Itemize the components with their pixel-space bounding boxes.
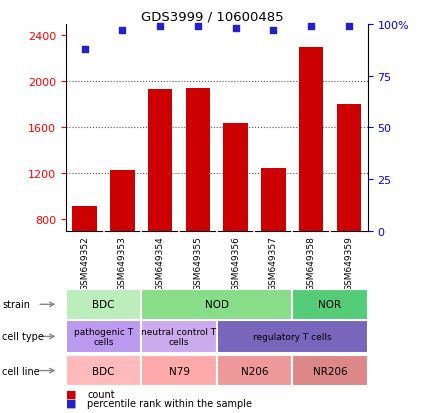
- Bar: [141, 289, 292, 320]
- Text: GSM649352: GSM649352: [80, 236, 89, 290]
- Text: N206: N206: [241, 366, 268, 376]
- Text: GSM649357: GSM649357: [269, 236, 278, 291]
- Text: BDC: BDC: [92, 366, 115, 376]
- Text: cell type: cell type: [2, 332, 44, 342]
- Text: regulatory T cells: regulatory T cells: [253, 332, 332, 341]
- Bar: [299, 48, 323, 231]
- Text: GSM649358: GSM649358: [306, 236, 315, 291]
- Text: cell line: cell line: [2, 366, 40, 376]
- Bar: [292, 355, 368, 386]
- Bar: [224, 123, 248, 231]
- Bar: [337, 105, 361, 231]
- Text: GSM649355: GSM649355: [193, 236, 202, 291]
- Bar: [217, 320, 368, 353]
- Point: [270, 28, 277, 34]
- Point: [232, 26, 239, 32]
- Bar: [66, 320, 141, 353]
- Bar: [186, 89, 210, 231]
- Point: [81, 46, 88, 53]
- Bar: [148, 90, 173, 231]
- Bar: [66, 355, 141, 386]
- Bar: [141, 320, 217, 353]
- Bar: [261, 168, 286, 231]
- Text: NOR: NOR: [318, 299, 341, 310]
- Point: [157, 24, 164, 30]
- Text: GDS3999 / 10600485: GDS3999 / 10600485: [141, 10, 284, 23]
- Text: N79: N79: [169, 366, 190, 376]
- Text: ■: ■: [66, 398, 76, 408]
- Text: pathogenic T
cells: pathogenic T cells: [74, 327, 133, 346]
- Bar: [66, 289, 141, 320]
- Bar: [141, 355, 217, 386]
- Text: percentile rank within the sample: percentile rank within the sample: [87, 398, 252, 408]
- Text: GSM649356: GSM649356: [231, 236, 240, 291]
- Bar: [292, 289, 368, 320]
- Bar: [73, 206, 97, 231]
- Bar: [217, 355, 292, 386]
- Text: GSM649359: GSM649359: [344, 236, 353, 291]
- Text: strain: strain: [2, 299, 30, 310]
- Point: [346, 24, 352, 30]
- Text: GSM649353: GSM649353: [118, 236, 127, 291]
- Bar: [110, 171, 135, 231]
- Text: BDC: BDC: [92, 299, 115, 310]
- Text: ■: ■: [66, 389, 76, 399]
- Text: neutral control T
cells: neutral control T cells: [142, 327, 217, 346]
- Point: [195, 24, 201, 30]
- Point: [308, 24, 314, 30]
- Point: [119, 28, 126, 34]
- Text: count: count: [87, 389, 115, 399]
- Text: GSM649354: GSM649354: [156, 236, 164, 290]
- Text: NR206: NR206: [313, 366, 347, 376]
- Text: NOD: NOD: [205, 299, 229, 310]
